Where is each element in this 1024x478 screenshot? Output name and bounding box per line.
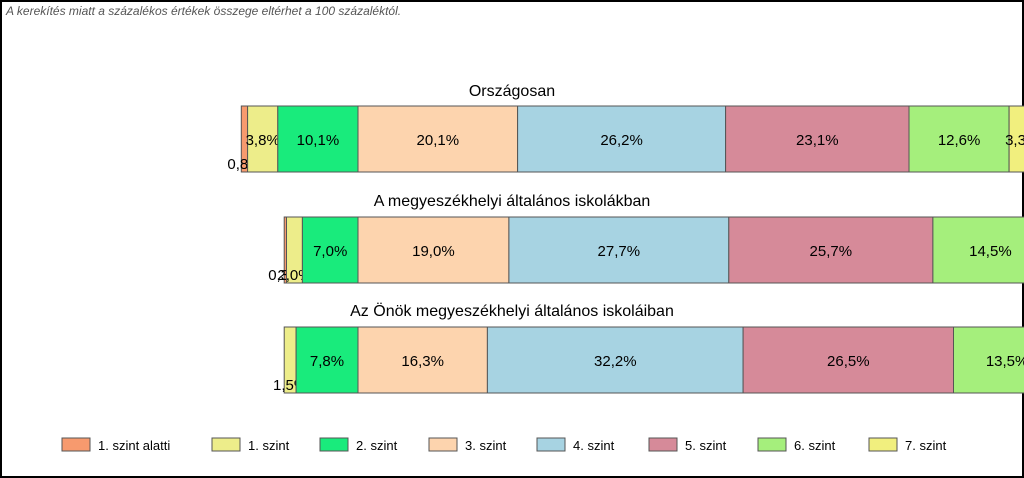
data-label-1-6: 23,1% bbox=[796, 132, 839, 149]
segment-1-7 bbox=[908, 105, 1010, 173]
legend-swatch-6 bbox=[648, 437, 678, 452]
legend-label-4: 3. szint bbox=[465, 438, 507, 453]
segment-1-3 bbox=[277, 105, 359, 173]
legend-label-7: 6. szint bbox=[794, 438, 836, 453]
legend-label-8: 7. szint bbox=[905, 438, 947, 453]
segment-2-4 bbox=[357, 216, 510, 284]
segment-1-8 bbox=[1008, 105, 1024, 173]
segment-2-7 bbox=[932, 216, 1024, 284]
segment-3-5 bbox=[486, 326, 744, 394]
segment-3-7 bbox=[953, 326, 1024, 394]
data-label-1-7: 12,6% bbox=[938, 132, 981, 149]
data-label-3-7: 13,5% bbox=[986, 353, 1024, 370]
segment-2-6 bbox=[728, 216, 934, 284]
bar-title-2: A megyeszékhelyi általános iskolákban bbox=[374, 193, 651, 210]
data-label-2-3: 7,0% bbox=[313, 243, 347, 260]
legend-swatch-4 bbox=[428, 437, 458, 452]
bar-title-1: Országosan bbox=[469, 83, 555, 100]
data-label-3-4: 16,3% bbox=[401, 353, 444, 370]
legend-label-5: 4. szint bbox=[573, 438, 615, 453]
rounding-note: A kerekítés miatt a százalékos értékek ö… bbox=[6, 4, 402, 18]
segment-3-3 bbox=[295, 326, 359, 394]
legend-label-3: 2. szint bbox=[356, 438, 398, 453]
segment-1-2 bbox=[247, 105, 279, 173]
segment-1-5 bbox=[517, 105, 727, 173]
legend-swatch-3 bbox=[319, 437, 349, 452]
legend-label-6: 5. szint bbox=[685, 438, 727, 453]
legend-swatch-5 bbox=[536, 437, 566, 452]
data-label-2-5: 27,7% bbox=[598, 243, 641, 260]
legend-swatch-8 bbox=[868, 437, 898, 452]
data-label-1-4: 20,1% bbox=[417, 132, 460, 149]
bar-title-3: Az Önök megyeszékhelyi általános iskolái… bbox=[350, 302, 674, 320]
segment-3-6 bbox=[742, 326, 954, 394]
data-label-3-6: 26,5% bbox=[827, 353, 870, 370]
legend-label-2: 1. szint bbox=[248, 438, 290, 453]
data-label-3-5: 32,2% bbox=[594, 353, 637, 370]
legend-label-1: 1. szint alatti bbox=[98, 438, 170, 453]
data-label-1-8: 3,3% bbox=[1005, 132, 1024, 149]
data-label-1-5: 26,2% bbox=[600, 132, 643, 149]
data-label-2-6: 25,7% bbox=[810, 243, 853, 260]
legend-swatch-1 bbox=[61, 437, 91, 452]
legend-swatch-2 bbox=[211, 437, 241, 452]
data-label-3-3: 7,8% bbox=[310, 353, 344, 370]
data-label-1-2: 3,8% bbox=[246, 132, 280, 149]
segment-1-6 bbox=[725, 105, 910, 173]
data-label-2-7: 14,5% bbox=[969, 243, 1012, 260]
legend-swatch-7 bbox=[757, 437, 787, 452]
segment-1-4 bbox=[357, 105, 519, 173]
segment-3-4 bbox=[357, 326, 488, 394]
data-label-2-4: 19,0% bbox=[412, 243, 455, 260]
data-label-1-3: 10,1% bbox=[297, 132, 340, 149]
segment-2-5 bbox=[508, 216, 730, 284]
